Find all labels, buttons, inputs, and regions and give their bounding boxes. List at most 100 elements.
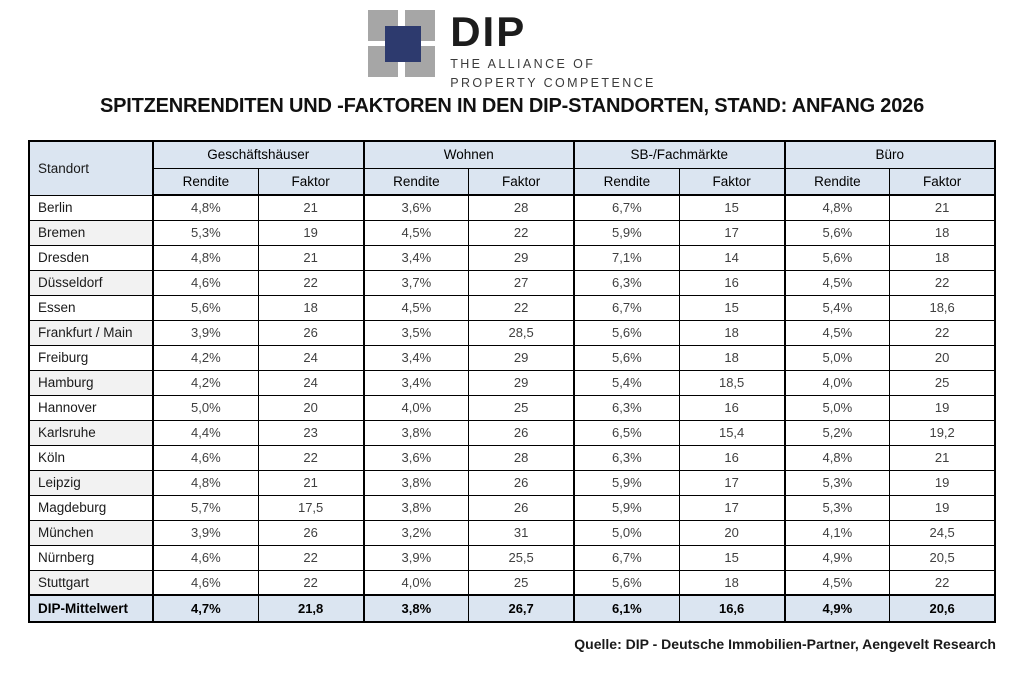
table-row: Hannover 5,0% 20 4,0% 25 6,3% 16 5,0% 19 bbox=[28, 394, 996, 421]
yield-factor-table: Standort Geschäftshäuser Wohnen SB-/Fach… bbox=[28, 140, 996, 623]
subheader-rendite: Rendite bbox=[572, 167, 680, 196]
value-cell: 14 bbox=[678, 244, 786, 271]
value-cell: 19 bbox=[889, 394, 996, 421]
value-cell: 5,6% bbox=[572, 344, 680, 371]
value-cell: 4,5% bbox=[362, 219, 470, 246]
column-header-standort: Standort bbox=[28, 140, 154, 196]
value-cell: 22 bbox=[468, 219, 575, 246]
value-cell: 26 bbox=[468, 419, 575, 446]
value-cell: 4,8% bbox=[151, 244, 259, 271]
value-cell: 21 bbox=[889, 444, 996, 471]
subheader-rendite: Rendite bbox=[362, 167, 470, 196]
standort-cell: DIP-Mittelwert bbox=[28, 594, 154, 623]
value-cell: 4,5% bbox=[783, 269, 891, 296]
value-cell: 3,6% bbox=[362, 444, 470, 471]
value-cell: 5,0% bbox=[783, 394, 891, 421]
value-cell: 4,0% bbox=[783, 369, 891, 396]
logo-tagline-line1: THE ALLIANCE OF bbox=[450, 56, 596, 71]
value-cell: 25 bbox=[889, 369, 996, 396]
value-cell: 5,6% bbox=[572, 569, 680, 596]
standort-cell: Dresden bbox=[28, 244, 154, 271]
value-cell: 24 bbox=[257, 344, 365, 371]
value-cell: 4,7% bbox=[151, 594, 259, 623]
value-cell: 6,7% bbox=[572, 294, 680, 321]
table-row: Stuttgart 4,6% 22 4,0% 25 5,6% 18 4,5% 2… bbox=[28, 569, 996, 596]
value-cell: 7,1% bbox=[572, 244, 680, 271]
value-cell: 3,8% bbox=[362, 594, 470, 623]
value-cell: 28 bbox=[468, 444, 575, 471]
value-cell: 15,4 bbox=[678, 419, 786, 446]
value-cell: 20,5 bbox=[889, 544, 996, 571]
value-cell: 22 bbox=[889, 569, 996, 596]
value-cell: 29 bbox=[468, 244, 575, 271]
value-cell: 19 bbox=[889, 469, 996, 496]
table-row: Freiburg 4,2% 24 3,4% 29 5,6% 18 5,0% 20 bbox=[28, 344, 996, 371]
subheader-faktor: Faktor bbox=[257, 167, 365, 196]
standort-cell: Köln bbox=[28, 444, 154, 471]
value-cell: 20 bbox=[257, 394, 365, 421]
value-cell: 18,5 bbox=[678, 369, 786, 396]
value-cell: 16,6 bbox=[678, 594, 786, 623]
value-cell: 26,7 bbox=[468, 594, 575, 623]
value-cell: 29 bbox=[468, 344, 575, 371]
value-cell: 31 bbox=[468, 519, 575, 546]
value-cell: 22 bbox=[257, 269, 365, 296]
value-cell: 28,5 bbox=[468, 319, 575, 346]
value-cell: 18 bbox=[678, 344, 786, 371]
value-cell: 3,4% bbox=[362, 369, 470, 396]
table-footer: DIP-Mittelwert 4,7% 21,8 3,8% 26,7 6,1% … bbox=[28, 594, 996, 623]
standort-cell: Nürnberg bbox=[28, 544, 154, 571]
value-cell: 26 bbox=[468, 469, 575, 496]
value-cell: 5,0% bbox=[572, 519, 680, 546]
dip-logo-icon bbox=[368, 10, 436, 77]
table-row: Hamburg 4,2% 24 3,4% 29 5,4% 18,5 4,0% 2… bbox=[28, 369, 996, 396]
group-header-wohnen: Wohnen bbox=[362, 140, 575, 169]
value-cell: 6,5% bbox=[572, 419, 680, 446]
value-cell: 18 bbox=[889, 219, 996, 246]
standort-cell: Frankfurt / Main bbox=[28, 319, 154, 346]
table-row: Berlin 4,8% 21 3,6% 28 6,7% 15 4,8% 21 bbox=[28, 194, 996, 221]
value-cell: 5,9% bbox=[572, 494, 680, 521]
table-row: Essen 5,6% 18 4,5% 22 6,7% 15 5,4% 18,6 bbox=[28, 294, 996, 321]
value-cell: 26 bbox=[257, 519, 365, 546]
value-cell: 5,3% bbox=[783, 469, 891, 496]
standort-cell: Stuttgart bbox=[28, 569, 154, 596]
value-cell: 3,7% bbox=[362, 269, 470, 296]
value-cell: 21 bbox=[257, 194, 365, 221]
value-cell: 22 bbox=[257, 444, 365, 471]
value-cell: 3,8% bbox=[362, 419, 470, 446]
value-cell: 23 bbox=[257, 419, 365, 446]
value-cell: 6,7% bbox=[572, 544, 680, 571]
value-cell: 20,6 bbox=[889, 594, 996, 623]
table-row: Frankfurt / Main 3,9% 26 3,5% 28,5 5,6% … bbox=[28, 319, 996, 346]
value-cell: 3,8% bbox=[362, 494, 470, 521]
table-row: Dresden 4,8% 21 3,4% 29 7,1% 14 5,6% 18 bbox=[28, 244, 996, 271]
value-cell: 5,4% bbox=[783, 294, 891, 321]
value-cell: 25 bbox=[468, 394, 575, 421]
value-cell: 4,6% bbox=[151, 444, 259, 471]
standort-cell: Essen bbox=[28, 294, 154, 321]
value-cell: 3,9% bbox=[362, 544, 470, 571]
table-row: Leipzig 4,8% 21 3,8% 26 5,9% 17 5,3% 19 bbox=[28, 469, 996, 496]
value-cell: 4,2% bbox=[151, 369, 259, 396]
group-header-buero: Büro bbox=[783, 140, 996, 169]
value-cell: 5,7% bbox=[151, 494, 259, 521]
table-row: Düsseldorf 4,6% 22 3,7% 27 6,3% 16 4,5% … bbox=[28, 269, 996, 296]
value-cell: 5,0% bbox=[783, 344, 891, 371]
value-cell: 21 bbox=[257, 244, 365, 271]
subheader-faktor: Faktor bbox=[889, 167, 996, 196]
value-cell: 3,5% bbox=[362, 319, 470, 346]
standort-cell: München bbox=[28, 519, 154, 546]
table-body: Berlin 4,8% 21 3,6% 28 6,7% 15 4,8% 21 B… bbox=[28, 194, 996, 596]
value-cell: 3,4% bbox=[362, 244, 470, 271]
group-header-geschaeftshaeuser: Geschäftshäuser bbox=[152, 140, 364, 169]
subheader-faktor: Faktor bbox=[468, 167, 575, 196]
table-row: Köln 4,6% 22 3,6% 28 6,3% 16 4,8% 21 bbox=[28, 444, 996, 471]
value-cell: 4,8% bbox=[151, 469, 259, 496]
subheader-faktor: Faktor bbox=[678, 167, 786, 196]
value-cell: 4,4% bbox=[151, 419, 259, 446]
value-cell: 24 bbox=[257, 369, 365, 396]
value-cell: 5,9% bbox=[572, 219, 680, 246]
logo-tagline-line2: PROPERTY COMPETENCE bbox=[450, 75, 656, 90]
value-cell: 5,9% bbox=[572, 469, 680, 496]
